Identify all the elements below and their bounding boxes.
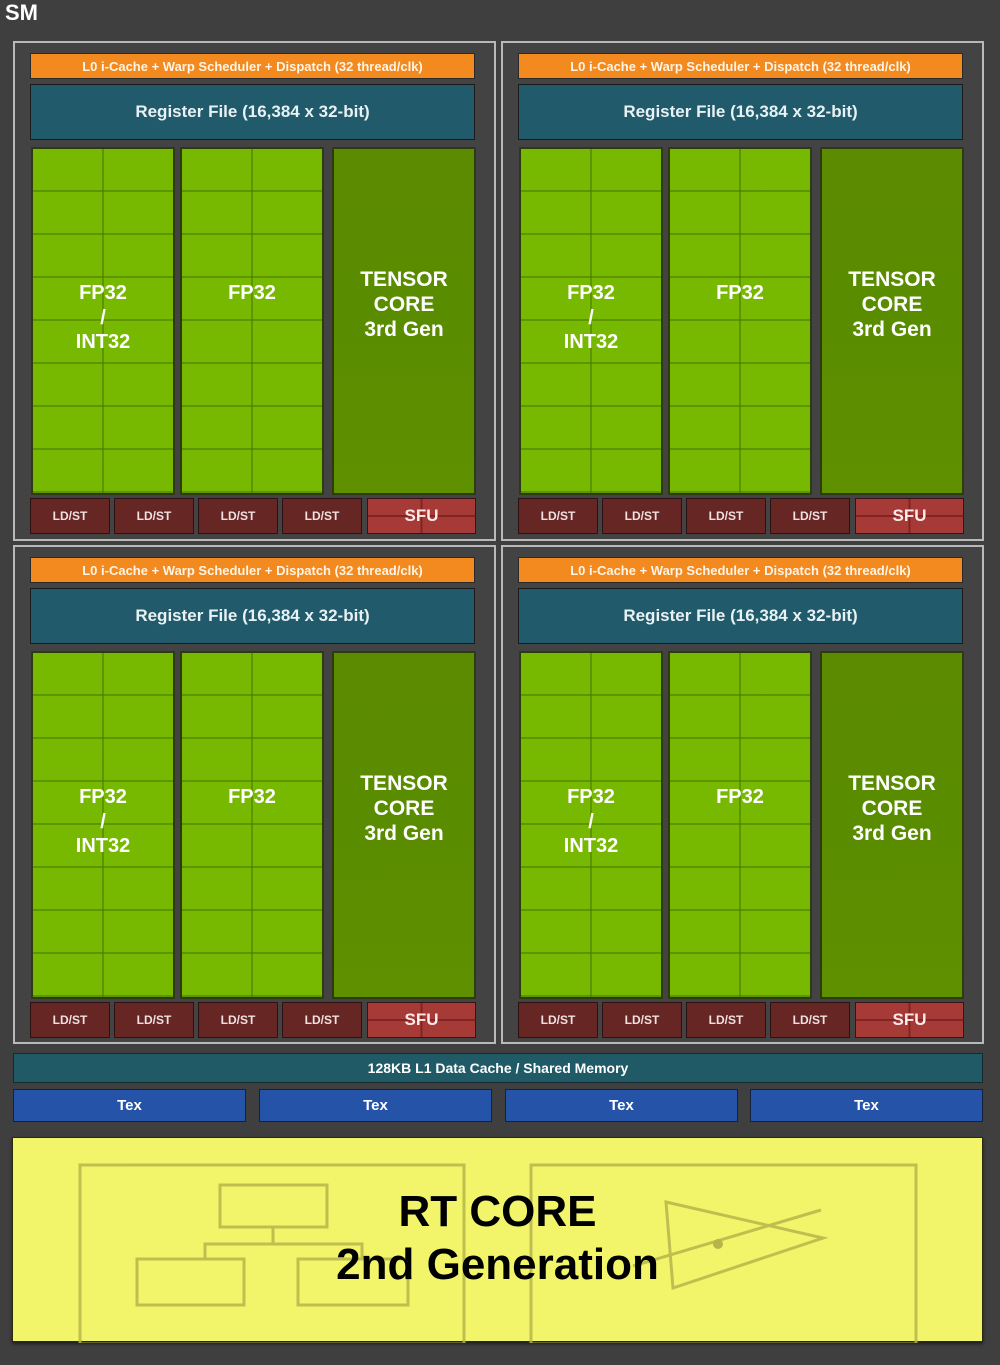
fp32-label: FP32 — [716, 786, 764, 808]
tensor-label-line1: TENSOR — [360, 772, 448, 795]
ldst-unit: LD/ST — [770, 1002, 850, 1038]
register-file: Register File (16,384 x 32-bit) — [518, 588, 963, 644]
tensor-core: TENSOR CORE 3rd Gen — [332, 147, 476, 495]
register-file: Register File (16,384 x 32-bit) — [30, 84, 475, 140]
bvh-tree-icon — [78, 1163, 918, 1343]
fp32-label: FP32 — [228, 786, 276, 808]
ldst-unit: LD/ST — [686, 1002, 766, 1038]
tex-unit: Tex — [505, 1089, 738, 1122]
tensor-label-line1: TENSOR — [848, 772, 936, 795]
tensor-label-line2: CORE — [861, 293, 923, 316]
sm-title: SM — [5, 0, 38, 25]
sfu-unit: SFU — [855, 1002, 964, 1038]
ldst-unit: LD/ST — [198, 1002, 278, 1038]
tensor-core: TENSOR CORE 3rd Gen — [820, 147, 964, 495]
partition-1: L0 i-Cache + Warp Scheduler + Dispatch (… — [501, 41, 984, 541]
rt-core-title-line1: RT CORE — [398, 1187, 597, 1236]
fp32-int32-unit: FP32 / INT32 — [519, 147, 663, 495]
tensor-label-line3: 3rd Gen — [852, 822, 932, 845]
ldst-unit: LD/ST — [30, 1002, 110, 1038]
fp32-int32-label-line3: INT32 — [75, 331, 131, 353]
tensor-label-line2: CORE — [861, 797, 923, 820]
fp32-int32-label-line3: INT32 — [75, 835, 131, 857]
ldst-unit: LD/ST — [686, 498, 766, 534]
fp32-label: FP32 — [716, 282, 764, 304]
ldst-unit: LD/ST — [114, 1002, 194, 1038]
tensor-label-line1: TENSOR — [848, 268, 936, 291]
tensor-label-line1: TENSOR — [360, 268, 448, 291]
fp32-int32-label-line1: FP32 — [79, 282, 127, 304]
ldst-unit: LD/ST — [198, 498, 278, 534]
ldst-unit: LD/ST — [30, 498, 110, 534]
l1-data-cache: 128KB L1 Data Cache / Shared Memory — [13, 1053, 983, 1083]
warp-scheduler: L0 i-Cache + Warp Scheduler + Dispatch (… — [518, 53, 963, 79]
fp32-int32-unit: FP32 / INT32 — [31, 147, 175, 495]
sfu-unit: SFU — [367, 1002, 476, 1038]
rt-core: RT CORE 2nd Generation — [12, 1137, 983, 1343]
register-file: Register File (16,384 x 32-bit) — [30, 588, 475, 644]
fp32-int32-label-line2: / — [588, 810, 594, 833]
rt-core-title-line2: 2nd Generation — [336, 1240, 659, 1289]
ldst-unit: LD/ST — [518, 498, 598, 534]
fp32-unit: FP32 — [180, 147, 324, 495]
warp-scheduler: L0 i-Cache + Warp Scheduler + Dispatch (… — [30, 557, 475, 583]
ldst-unit: LD/ST — [282, 498, 362, 534]
tensor-label-line2: CORE — [373, 293, 435, 316]
sfu-unit: SFU — [855, 498, 964, 534]
fp32-int32-label-line1: FP32 — [567, 786, 615, 808]
tensor-core: TENSOR CORE 3rd Gen — [820, 651, 964, 999]
partition-0: L0 i-Cache + Warp Scheduler + Dispatch (… — [13, 41, 496, 541]
sfu-unit: SFU — [367, 498, 476, 534]
tex-unit: Tex — [750, 1089, 983, 1122]
ldst-unit: LD/ST — [518, 1002, 598, 1038]
fp32-int32-label-line1: FP32 — [567, 282, 615, 304]
fp32-int32-label-line1: FP32 — [79, 786, 127, 808]
ldst-unit: LD/ST — [114, 498, 194, 534]
fp32-int32-label-line2: / — [588, 306, 594, 329]
warp-scheduler: L0 i-Cache + Warp Scheduler + Dispatch (… — [518, 557, 963, 583]
fp32-int32-label-line2: / — [100, 306, 106, 329]
partition-3: L0 i-Cache + Warp Scheduler + Dispatch (… — [501, 545, 984, 1044]
fp32-unit: FP32 — [668, 651, 812, 999]
ldst-unit: LD/ST — [282, 1002, 362, 1038]
register-file: Register File (16,384 x 32-bit) — [518, 84, 963, 140]
ldst-unit: LD/ST — [770, 498, 850, 534]
fp32-label: FP32 — [228, 282, 276, 304]
fp32-int32-label-line3: INT32 — [563, 331, 619, 353]
tex-unit: Tex — [259, 1089, 492, 1122]
fp32-unit: FP32 — [180, 651, 324, 999]
tensor-label-line3: 3rd Gen — [852, 318, 932, 341]
tensor-core: TENSOR CORE 3rd Gen — [332, 651, 476, 999]
partition-2: L0 i-Cache + Warp Scheduler + Dispatch (… — [13, 545, 496, 1044]
tex-unit: Tex — [13, 1089, 246, 1122]
tensor-label-line3: 3rd Gen — [364, 318, 444, 341]
fp32-unit: FP32 — [668, 147, 812, 495]
fp32-int32-label-line3: INT32 — [563, 835, 619, 857]
fp32-int32-label-line2: / — [100, 810, 106, 833]
ldst-unit: LD/ST — [602, 1002, 682, 1038]
warp-scheduler: L0 i-Cache + Warp Scheduler + Dispatch (… — [30, 53, 475, 79]
ldst-unit: LD/ST — [602, 498, 682, 534]
fp32-int32-unit: FP32 / INT32 — [519, 651, 663, 999]
fp32-int32-unit: FP32 / INT32 — [31, 651, 175, 999]
tensor-label-line2: CORE — [373, 797, 435, 820]
tensor-label-line3: 3rd Gen — [364, 822, 444, 845]
